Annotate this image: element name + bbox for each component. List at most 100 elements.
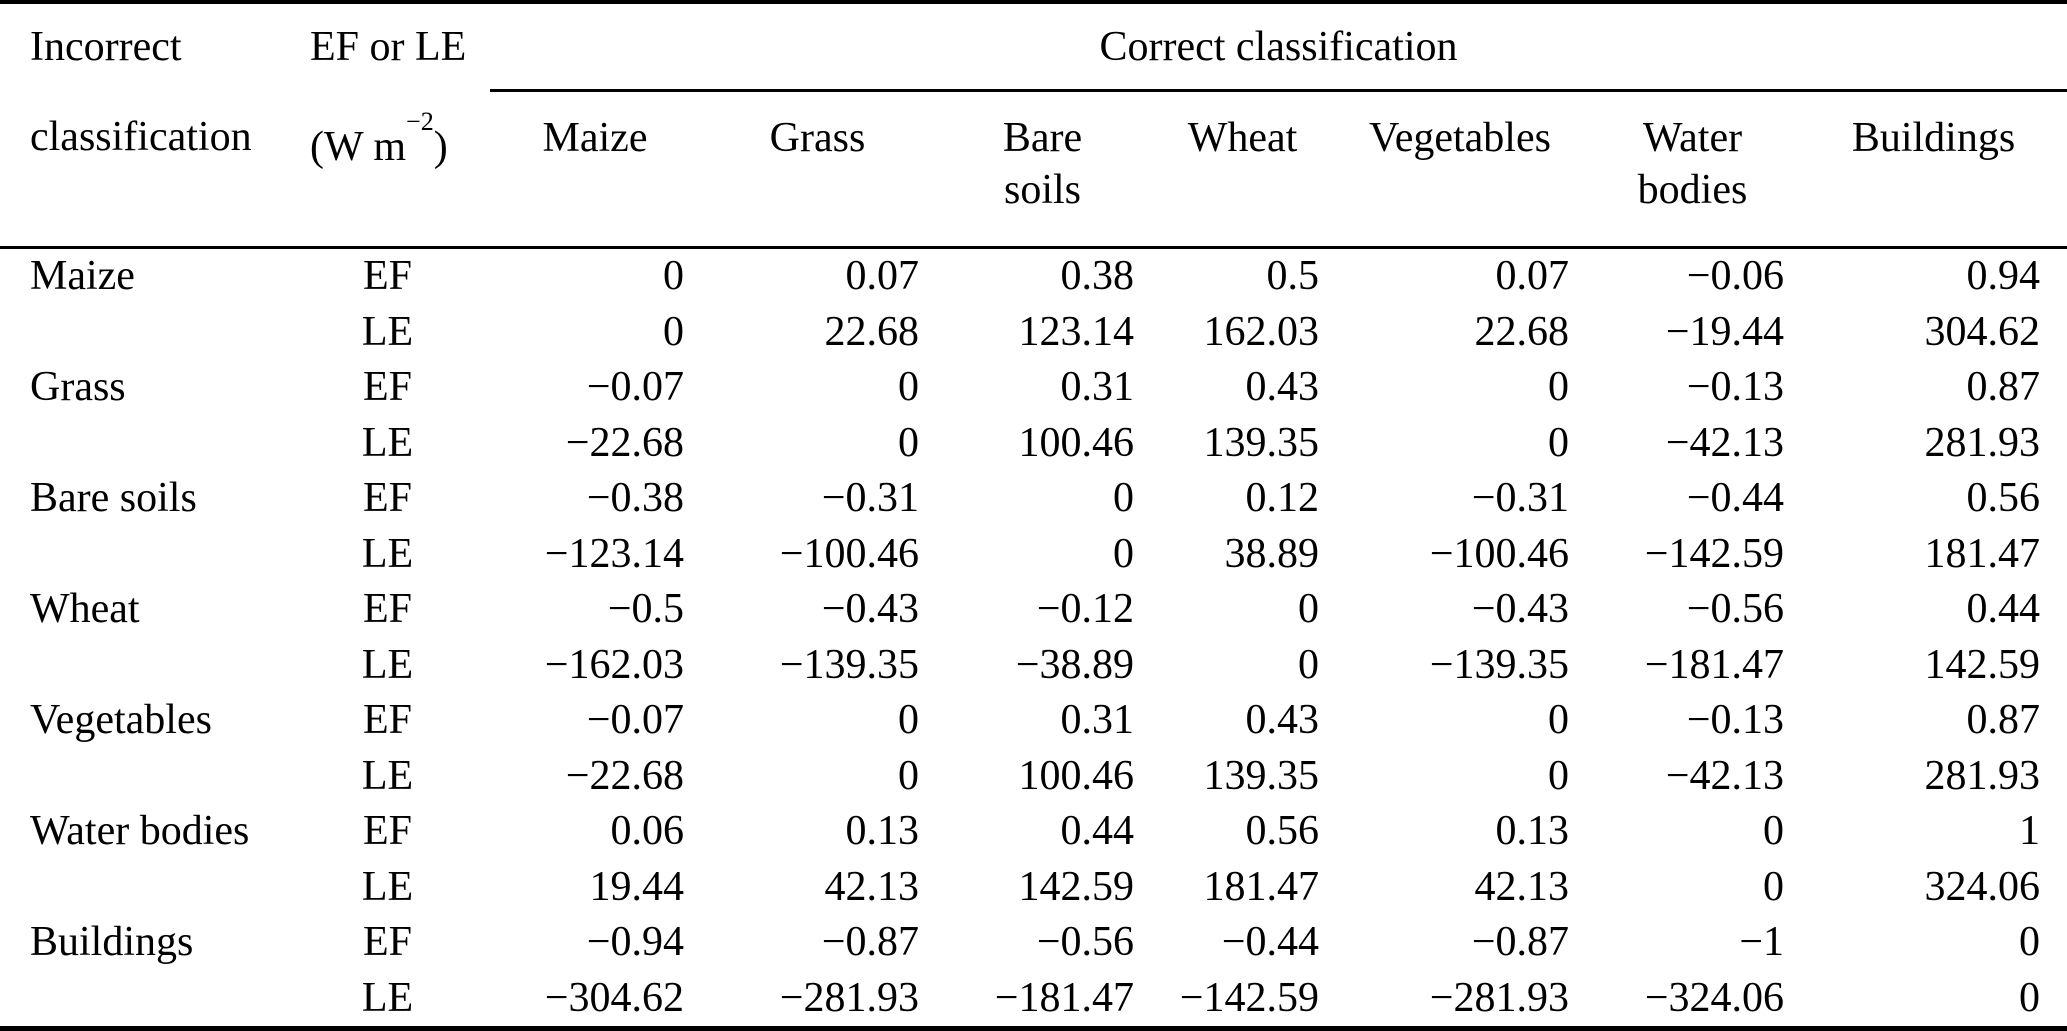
value-cell: 304.62 [1924, 308, 2041, 355]
value-cell: 0.12 [1245, 475, 1320, 521]
unit-suffix: ) [433, 123, 448, 170]
value-cell: −42.13 [1665, 419, 1784, 466]
table-row: Buildings EF −0.94 −0.87 −0.56 −0.44 −0.87 −1 0 [0, 915, 2067, 971]
value-cell: 0.56 [1245, 808, 1320, 854]
value-cell: −0.94 [586, 919, 684, 965]
value-cell: 42.13 [1474, 863, 1570, 910]
metric-cell: LE [361, 863, 414, 910]
metric-cell: EF [362, 697, 412, 743]
value-cell: 0.44 [1060, 808, 1135, 854]
table-row: Maize EF 0 0.07 0.38 0.5 0.07 −0.06 0.94 [0, 248, 2067, 305]
value-cell: 0.5 [1266, 253, 1320, 299]
value-cell: 123.14 [1018, 308, 1135, 355]
table-body: Maize EF 0 0.07 0.38 0.5 0.07 −0.06 0.94 LE 0 22.68… [0, 248, 2067, 1029]
value-cell: −142.59 [1644, 530, 1784, 577]
header-row-1: Incorrect EF or LE Correct classificatio… [0, 2, 2067, 92]
value-cell: 0 [663, 253, 684, 299]
value-cell: −0.87 [1471, 919, 1569, 965]
incorrect-classification-header-line1: Incorrect [30, 24, 182, 71]
value-cell: 0 [1763, 863, 1784, 910]
value-cell: 142.59 [1924, 641, 2041, 688]
table-row: Wheat EF −0.5 −0.43 −0.12 0 −0.43 −0.56 0.44 [0, 582, 2067, 638]
row-label-cell [0, 638, 285, 694]
value-cell: −0.44 [1686, 475, 1784, 521]
table-row: Water bodies EF 0.06 0.13 0.44 0.56 0.13 0 1 [0, 804, 2067, 860]
value-cell: −0.5 [607, 586, 684, 632]
value-cell: 142.59 [1018, 863, 1135, 910]
value-cell: −0.31 [821, 475, 919, 521]
value-cell: 0.07 [845, 253, 920, 299]
value-cell: −142.59 [1179, 974, 1319, 1021]
value-cell: 0.06 [610, 808, 685, 854]
value-cell: −0.87 [821, 919, 919, 965]
col-header-maize: Maize [490, 90, 700, 249]
value-cell: −139.35 [779, 641, 919, 688]
value-cell: −162.03 [544, 641, 684, 688]
value-cell: 22.68 [824, 308, 920, 355]
value-cell: 0 [1298, 641, 1319, 688]
col-header-bare-soils: Bare soils [935, 90, 1150, 249]
value-cell: −139.35 [1429, 641, 1569, 688]
value-cell: 100.46 [1018, 752, 1135, 799]
value-cell: 0 [1548, 364, 1569, 410]
value-cell: −42.13 [1665, 752, 1784, 799]
col-header-wheat: Wheat [1150, 90, 1335, 249]
value-cell: 0.94 [1966, 253, 2041, 299]
value-cell: −0.13 [1686, 364, 1784, 410]
value-cell: 0 [2019, 974, 2040, 1021]
value-cell: −0.44 [1221, 919, 1319, 965]
row-label-cell: Water bodies [30, 808, 250, 854]
value-cell: −0.07 [586, 364, 684, 410]
value-cell: −0.56 [1686, 586, 1784, 632]
value-cell: 0 [898, 697, 919, 743]
value-cell: 281.93 [1924, 419, 2041, 466]
table-row: Bare soils EF −0.38 −0.31 0 0.12 −0.31 −0.44 0.5… [0, 471, 2067, 527]
row-label-cell: Bare soils [30, 475, 197, 521]
value-cell: −281.93 [779, 974, 919, 1021]
value-cell: −0.12 [1036, 586, 1134, 632]
row-label-cell: Vegetables [30, 697, 212, 743]
value-cell: 0.43 [1245, 364, 1320, 410]
value-cell: −181.47 [1644, 641, 1784, 688]
value-cell: 181.47 [1203, 863, 1320, 910]
value-cell: −0.43 [1471, 586, 1569, 632]
value-cell: 0.87 [1966, 364, 2041, 410]
value-cell: −100.46 [1429, 530, 1569, 577]
metric-cell: EF [362, 919, 412, 965]
value-cell: 0 [1763, 808, 1784, 854]
value-cell: 22.68 [1474, 308, 1570, 355]
value-cell: 0.31 [1060, 364, 1135, 410]
value-cell: −0.56 [1036, 919, 1134, 965]
value-cell: 0.38 [1060, 253, 1135, 299]
value-cell: 0.13 [845, 808, 920, 854]
table-header: Incorrect EF or LE Correct classificatio… [0, 2, 2067, 249]
table-row: Vegetables EF −0.07 0 0.31 0.43 0 −0.13 0.87 [0, 693, 2067, 749]
metric-cell: LE [361, 530, 414, 577]
value-cell: −22.68 [565, 419, 684, 466]
metric-cell: LE [361, 641, 414, 688]
value-cell: −0.07 [586, 697, 684, 743]
value-cell: −281.93 [1429, 974, 1569, 1021]
value-cell: −22.68 [565, 752, 684, 799]
value-cell: 0.43 [1245, 697, 1320, 743]
value-cell: 0 [1113, 475, 1134, 521]
value-cell: −1 [1739, 919, 1784, 965]
value-cell: −38.89 [1015, 641, 1134, 688]
metric-cell: LE [361, 974, 414, 1021]
value-cell: 281.93 [1924, 752, 2041, 799]
col-header-buildings: Buildings [1800, 90, 2067, 249]
row-label-cell [0, 416, 285, 472]
unit-exponent: −2 [406, 107, 434, 137]
value-cell: −324.06 [1644, 974, 1784, 1021]
value-cell: −0.06 [1686, 253, 1784, 299]
row-label-cell: Maize [30, 253, 135, 299]
value-cell: −19.44 [1665, 308, 1784, 355]
value-cell: 0 [1548, 419, 1569, 466]
value-cell: −0.13 [1686, 697, 1784, 743]
table-row: LE −162.03 −139.35 −38.89 0 −139.35 −181.47 142… [0, 638, 2067, 694]
value-cell: −304.62 [544, 974, 684, 1021]
metric-cell: EF [362, 364, 412, 410]
value-cell: −123.14 [544, 530, 684, 577]
table-row: LE −123.14 −100.46 0 38.89 −100.46 −142.59 181.… [0, 527, 2067, 583]
